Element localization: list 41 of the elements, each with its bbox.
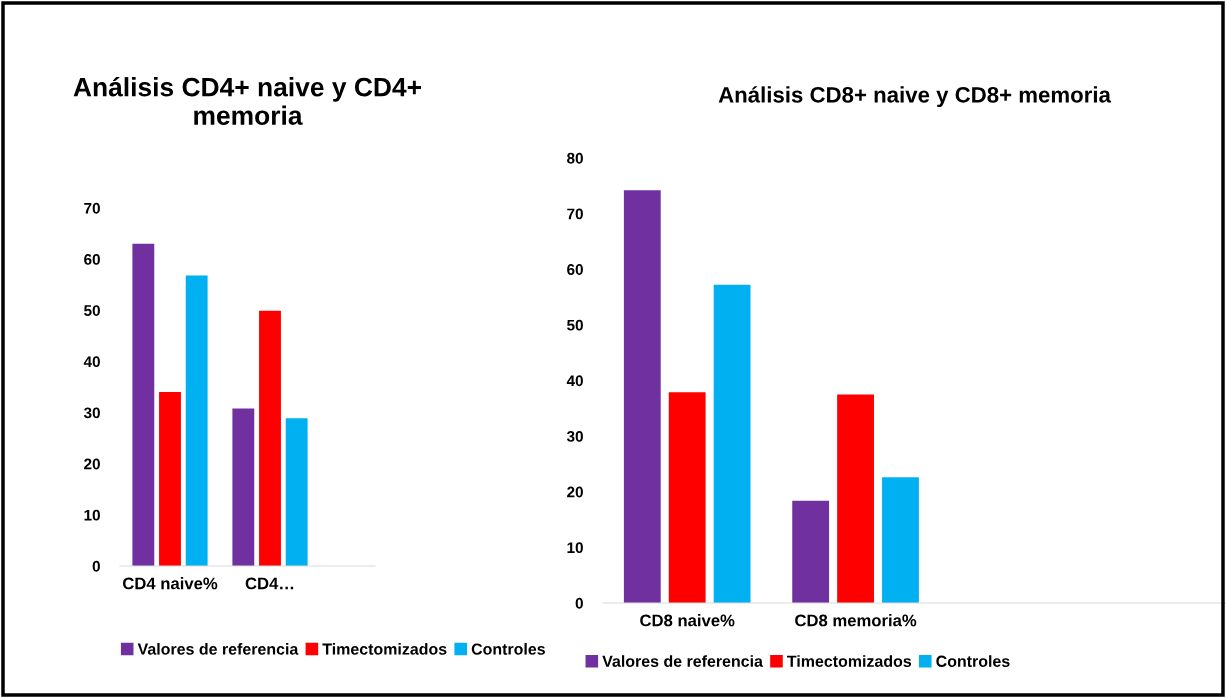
bar (132, 243, 155, 566)
bar (159, 392, 181, 566)
bar (837, 394, 874, 603)
legend-label: Valores de referencia (602, 655, 764, 667)
bar (882, 477, 919, 603)
legend-label: Controles (936, 655, 1010, 667)
bar (792, 500, 830, 603)
y-tick-label: 0 (92, 560, 100, 572)
x-tick-label: CD4 naive% (122, 577, 218, 590)
y-tick-label: 70 (84, 202, 100, 214)
bar (713, 284, 751, 603)
y-tick-label: 80 (567, 152, 583, 164)
legend-label: Timectomizados (787, 655, 912, 667)
chart-title: Análisis CD4+ naive y CD4+ memoria (73, 76, 421, 125)
bar (232, 408, 255, 566)
y-tick-label: 10 (567, 542, 583, 554)
x-tick-label: CD8 naive% (640, 614, 735, 627)
y-tick-label: 0 (575, 597, 583, 609)
bar (623, 190, 661, 603)
x-tick-label: CD4… (245, 577, 294, 590)
legend-label: Controles (471, 643, 545, 655)
y-tick-label: 10 (84, 509, 100, 521)
y-tick-label: 70 (567, 208, 583, 220)
bar (259, 310, 281, 566)
y-tick-label: 30 (83, 407, 100, 419)
y-tick-label: 50 (567, 319, 583, 331)
x-tick-label: CD8 memoria% (795, 614, 917, 627)
y-tick-label: 40 (83, 356, 100, 368)
y-tick-label: 30 (566, 430, 583, 442)
bar (185, 275, 208, 566)
y-tick-label: 20 (84, 458, 100, 470)
bar (285, 418, 308, 566)
y-tick-label: 20 (567, 486, 583, 498)
y-tick-label: 60 (84, 254, 100, 265)
chart-title: Análisis CD8+ naive y CD8+ memoria (718, 86, 1112, 108)
legend-label: Timectomizados (322, 643, 447, 655)
legend-label: Valores de referencia (137, 643, 299, 655)
y-tick-label: 40 (566, 375, 583, 387)
y-tick-label: 50 (84, 305, 100, 316)
bar (668, 392, 706, 603)
y-tick-label: 60 (567, 264, 583, 275)
